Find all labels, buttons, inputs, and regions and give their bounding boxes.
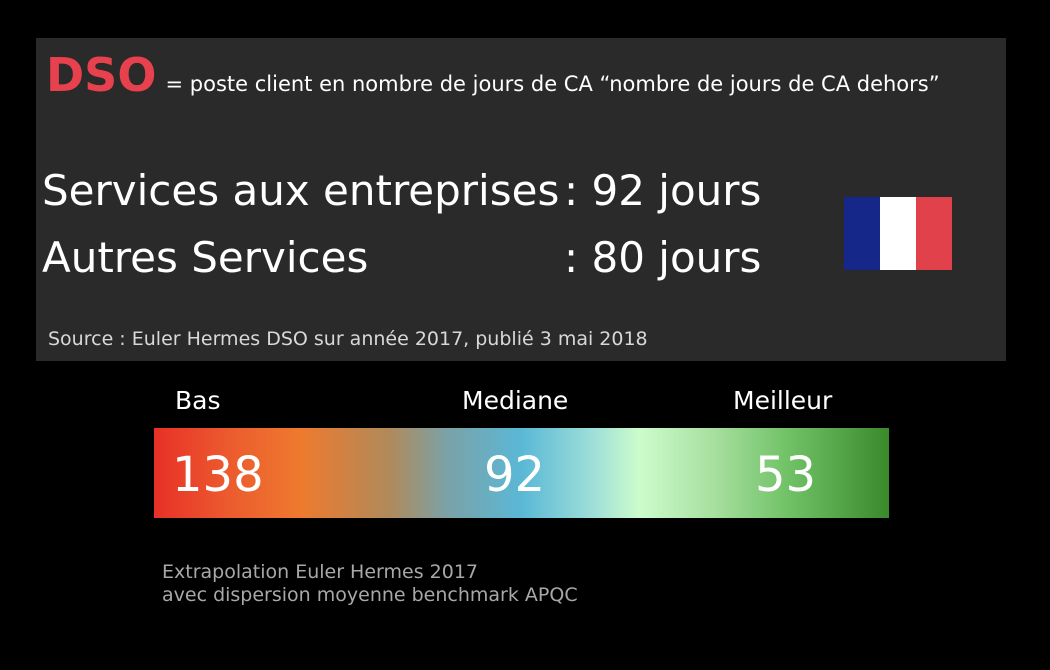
scale-value-median: 92 bbox=[484, 447, 546, 503]
source-note: Source : Euler Hermes DSO sur année 2017… bbox=[48, 328, 648, 350]
flag-blue-stripe bbox=[844, 197, 880, 270]
row-value: : 92 jours bbox=[564, 166, 762, 215]
row-label: Services aux entreprises bbox=[42, 166, 560, 215]
dso-definition: = poste client en nombre de jours de CA … bbox=[165, 72, 940, 96]
row-label: Autres Services bbox=[42, 233, 369, 282]
autres-services-row: Autres Services : 80 jours bbox=[42, 233, 802, 285]
scale-label-low: Bas bbox=[175, 386, 221, 415]
row-value: : 80 jours bbox=[564, 233, 762, 282]
footnote-line-2: avec dispersion moyenne benchmark APQC bbox=[162, 584, 578, 606]
france-flag-icon bbox=[844, 197, 952, 270]
dso-gradient-bar bbox=[154, 428, 889, 518]
scale-value-low: 138 bbox=[172, 447, 264, 503]
definition-line: DSO = poste client en nombre de jours de… bbox=[46, 48, 940, 102]
flag-white-stripe bbox=[880, 197, 916, 270]
definition-panel: DSO = poste client en nombre de jours de… bbox=[36, 38, 1006, 361]
services-entreprises-row: Services aux entreprises : 92 jours bbox=[42, 166, 802, 218]
scale-label-best: Meilleur bbox=[733, 386, 833, 415]
footnote-line-1: Extrapolation Euler Hermes 2017 bbox=[162, 561, 479, 583]
dso-acronym: DSO bbox=[46, 48, 157, 102]
scale-value-best: 53 bbox=[755, 447, 817, 503]
footnote: Extrapolation Euler Hermes 2017 avec dis… bbox=[162, 561, 578, 607]
flag-red-stripe bbox=[916, 197, 952, 270]
scale-label-median: Mediane bbox=[462, 386, 569, 415]
